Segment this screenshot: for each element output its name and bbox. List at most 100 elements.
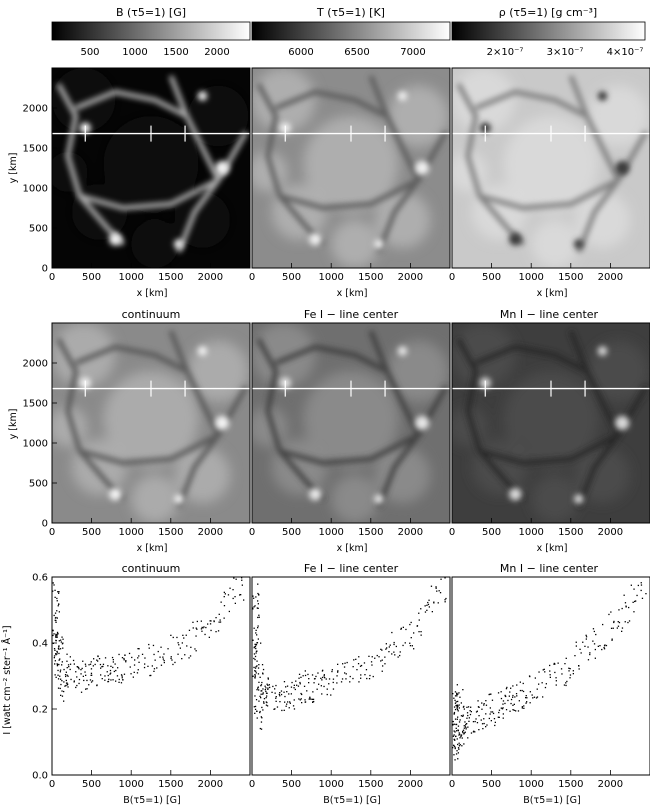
x-tick-label: 2000 <box>598 272 623 283</box>
scatter-point <box>465 723 467 726</box>
scatter-point <box>306 690 308 692</box>
scatter-point <box>149 674 151 677</box>
intergranular-lanes <box>456 330 649 508</box>
scatter-point <box>641 597 644 599</box>
scatter-point <box>181 658 183 660</box>
scatter-point <box>467 706 470 708</box>
x-tick-label: 1500 <box>558 272 583 283</box>
x-tick-label: 1000 <box>118 272 143 283</box>
scatter-point <box>53 655 56 657</box>
scatter-point <box>420 634 422 636</box>
scatter-point <box>85 688 87 690</box>
scatter-point <box>174 661 176 664</box>
scatter-point <box>171 659 173 661</box>
scatter-point <box>78 668 80 670</box>
scatter-point <box>53 657 55 659</box>
scatter-point <box>120 682 123 684</box>
scatter-point <box>593 643 596 645</box>
scatter-point <box>464 721 466 723</box>
scatter-point <box>400 627 402 629</box>
scatter-point <box>304 699 306 701</box>
bright-point <box>109 232 122 246</box>
scatter-point <box>331 669 333 671</box>
scatter-point <box>624 621 626 623</box>
colorbar-b-label: B (τ5=1) [G] <box>116 6 186 19</box>
scatter-point <box>61 664 63 666</box>
scatter-point <box>253 706 255 708</box>
scatter-point <box>324 677 326 679</box>
scatter-point <box>456 706 458 708</box>
scatter-point <box>256 717 258 719</box>
scatter-point <box>267 687 269 689</box>
scatter-point <box>490 720 492 722</box>
scatter-point <box>58 603 60 605</box>
scatter-point <box>255 670 257 672</box>
scatter-point <box>84 663 87 665</box>
scatter-point <box>55 621 57 623</box>
scatter-point <box>280 693 283 696</box>
scatter-point <box>529 691 531 693</box>
map-panel-frame <box>251 322 451 524</box>
y-tick-label: 0.2 <box>32 705 48 716</box>
scatter-point <box>69 656 71 658</box>
scatter-point <box>257 592 259 595</box>
map-panel-texture <box>452 323 649 523</box>
colorbar-b-tick: 1500 <box>163 47 188 58</box>
scatter-point <box>258 700 260 702</box>
scatter-point <box>64 674 67 676</box>
scatter-point <box>78 678 81 681</box>
scatter-point <box>163 659 165 662</box>
row1-xlabel-1: x [km] <box>137 288 168 299</box>
bright-point <box>309 232 322 246</box>
scatter-point <box>521 706 523 708</box>
scatter-point <box>439 592 442 594</box>
scatter-point <box>435 586 437 588</box>
scatter-point <box>460 715 463 717</box>
granule <box>252 152 288 192</box>
scatter-point <box>453 723 455 725</box>
scatter-point <box>252 608 254 610</box>
scatter-point <box>54 612 57 614</box>
scatter-point <box>353 659 355 661</box>
scatter-point <box>80 673 82 675</box>
scatter-point <box>389 644 391 646</box>
scatter-point <box>107 665 109 667</box>
scatter-point <box>56 634 58 636</box>
scatter-point <box>66 667 68 669</box>
scatter-point <box>640 584 643 586</box>
scatter-point <box>253 666 255 669</box>
scatter-point <box>56 600 58 602</box>
scatter-point <box>152 644 155 647</box>
scatter-point <box>261 664 264 666</box>
scatter-point <box>112 666 114 669</box>
scatter-point <box>262 709 264 711</box>
scatter-point <box>178 644 180 646</box>
scatter-point <box>263 698 266 700</box>
scatter-point <box>260 685 262 687</box>
scatter-point <box>260 728 263 730</box>
scatter-point <box>257 607 259 609</box>
scatter-point <box>257 638 259 640</box>
granule-texture <box>452 323 649 523</box>
scatter-point <box>54 663 56 665</box>
intergranular-lane <box>568 330 622 508</box>
scatter-point <box>587 659 590 661</box>
scatter-point <box>112 661 114 663</box>
scatter-point <box>384 656 386 658</box>
scatter-point <box>453 711 456 714</box>
intergranular-lane <box>479 177 620 211</box>
scatter-point <box>454 718 457 720</box>
scatter-point <box>78 682 80 685</box>
y-tick-label: 2000 <box>23 104 48 115</box>
scatter-point <box>271 691 273 693</box>
scatter-point <box>517 710 520 712</box>
scatter-point <box>85 674 87 676</box>
scatter-point <box>494 721 496 723</box>
scatter-point <box>90 661 92 663</box>
scatter-point <box>502 700 505 702</box>
scatter-point <box>267 677 269 679</box>
scatter-point <box>474 731 476 733</box>
scatter-point <box>533 696 536 698</box>
scatter-point <box>459 733 461 735</box>
